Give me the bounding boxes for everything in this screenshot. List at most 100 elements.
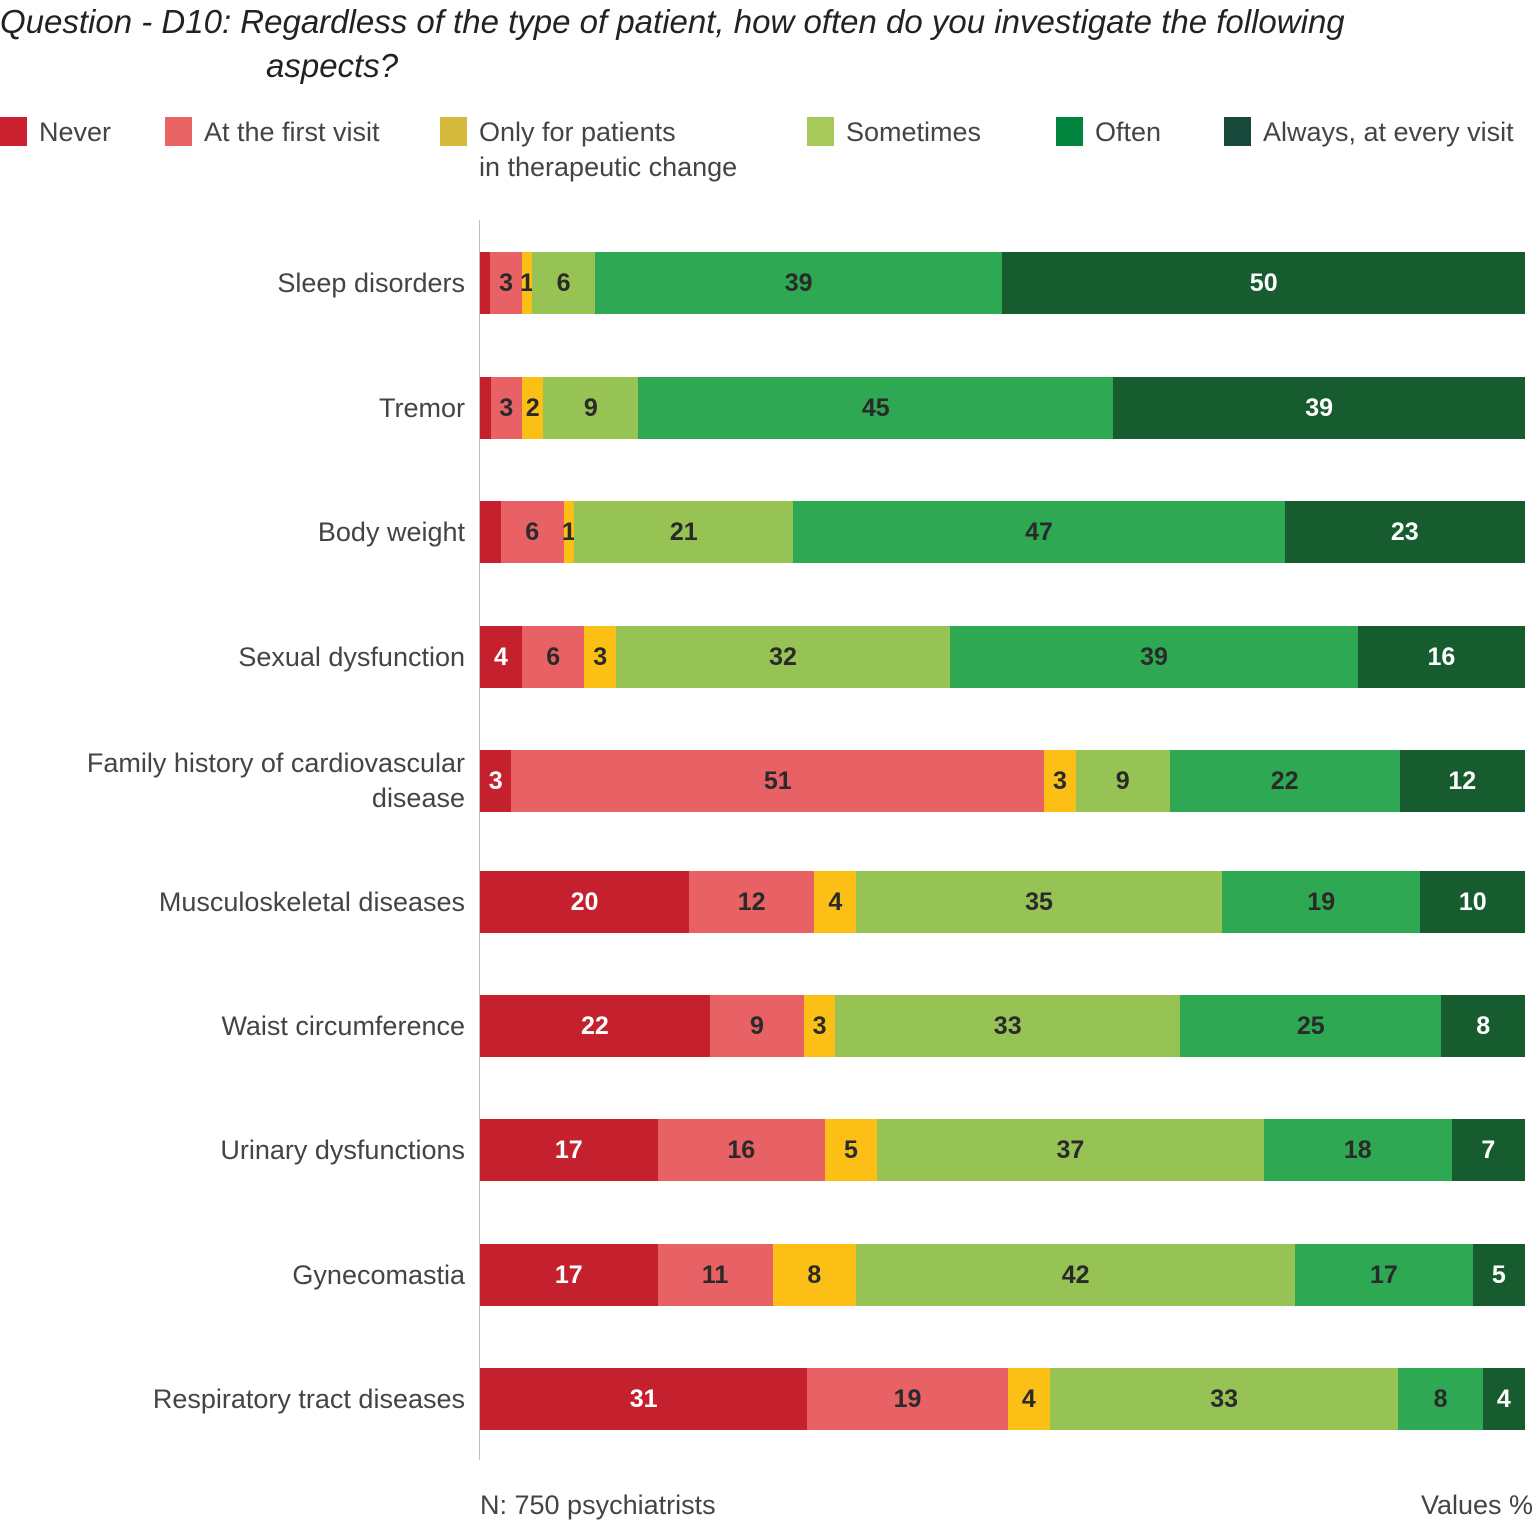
category-label-tremor: Tremor (379, 392, 465, 423)
data-label: 3 (1053, 766, 1067, 795)
data-label: 17 (554, 1260, 583, 1289)
data-label: 21 (669, 517, 698, 546)
units-note: Values % (1420, 1490, 1533, 1520)
bar-segment-sometimes: 9 (543, 377, 639, 439)
bar-row-body-weight: 6 1 21 47 23 (480, 501, 1525, 563)
data-label: 12 (1448, 766, 1477, 795)
data-label: 9 (1115, 766, 1130, 795)
bar-row-gynecomastia: 17 11 8 42 17 5 (480, 1244, 1525, 1306)
bar-segment-often: 47 (793, 501, 1285, 563)
legend-item-always-at-every-visit: Always, at every visit (1224, 117, 1514, 150)
bar-segment-often: 19 (1221, 871, 1421, 933)
legend-swatch (1224, 117, 1251, 146)
data-label: 8 (807, 1260, 822, 1289)
bar-segment-often: 45 (638, 377, 1114, 439)
bar-segment-never: 17 (480, 1119, 658, 1181)
data-label: 1 (520, 268, 534, 297)
bar-segment-never: 31 (480, 1368, 808, 1430)
sample-size-note: N: 750 psychiatrists (480, 1490, 716, 1520)
bar-segment-at-the-first-visit: 12 (689, 871, 815, 933)
data-label: 6 (556, 268, 571, 297)
bar-segment-sometimes: 9 (1075, 750, 1170, 812)
bar-segment-often: 39 (594, 252, 1003, 314)
data-label: 9 (749, 1011, 764, 1040)
data-label: 3 (499, 393, 514, 422)
bar-segment-often: 39 (950, 626, 1358, 688)
bar-segment-at-the-first-visit: 6 (500, 501, 564, 563)
data-label: 17 (1369, 1260, 1398, 1289)
bar-segment-always-at-every-visit: 8 (1441, 995, 1525, 1057)
bar-segment-only-for-patients-in-therapeutic-change: 4 (1007, 1368, 1050, 1430)
bar-segment-only-for-patients-in-therapeutic-change: 3 (584, 626, 616, 688)
data-label: 4 (1496, 1384, 1511, 1413)
data-label: 31 (629, 1384, 658, 1413)
data-label: 12 (737, 887, 766, 916)
data-label: 35 (1025, 887, 1053, 916)
bar-segment-never: 4 (480, 626, 522, 688)
bar-segment-never: 3 (480, 750, 512, 812)
bar-segment-always-at-every-visit: 5 (1472, 1244, 1525, 1306)
data-label: 3 (499, 268, 514, 297)
data-label: 50 (1249, 268, 1278, 297)
data-label: 10 (1458, 887, 1487, 916)
legend-swatch (440, 117, 467, 146)
bar-row-tremor: 3 2 9 45 39 (480, 377, 1525, 439)
chart-title-line-2: aspects? (266, 47, 399, 84)
chart-title-line-1: Question - D10: Regardless of the type o… (0, 3, 1345, 40)
bar-row-sleep-disorders: 3 1 6 39 50 (480, 252, 1525, 314)
bar-segment-only-for-patients-in-therapeutic-change: 8 (772, 1244, 857, 1306)
bar-segment-at-the-first-visit: 11 (657, 1244, 773, 1306)
bar-row-family-history-of-cardiovascular-disease: 3 51 3 9 22 12 (480, 750, 1525, 812)
data-label: 8 (1433, 1384, 1448, 1413)
legend-swatch (807, 117, 834, 146)
bar-segment-never: 17 (480, 1244, 658, 1306)
data-label: 7 (1481, 1135, 1496, 1164)
bar-row-urinary-dysfunctions: 17 16 5 37 18 7 (480, 1119, 1525, 1181)
data-label: 3 (812, 1011, 827, 1040)
data-label: 6 (546, 642, 561, 671)
bar-segment-only-for-patients-in-therapeutic-change: 1 (520, 252, 534, 314)
bar-segment-never: 22 (480, 995, 710, 1057)
bar-segment-always-at-every-visit: 39 (1113, 377, 1525, 439)
legend-label: At the first visit (204, 117, 380, 147)
bar-segment-never (480, 252, 491, 314)
bar-segment-at-the-first-visit: 3 (490, 377, 523, 439)
data-label: 42 (1061, 1260, 1090, 1289)
bar-segment-at-the-first-visit: 3 (490, 252, 522, 314)
legend-item-only-for-patients-in-therapeutic-change: Only for patients in therapeutic change (440, 117, 737, 185)
category-label-family-history-of-cardiovascular-disease: Family history of cardiovascular disease (86, 748, 465, 813)
bar-row-waist-circumference: 22 9 3 33 25 8 (480, 995, 1525, 1057)
legend-swatch (1056, 117, 1083, 146)
data-label: 22 (581, 1011, 609, 1040)
bar-segment-often: 17 (1295, 1244, 1473, 1306)
bar-segment-only-for-patients-in-therapeutic-change: 3 (1044, 750, 1076, 812)
data-label: 18 (1343, 1135, 1372, 1164)
bar-segment-sometimes: 6 (532, 252, 595, 314)
data-label: 33 (1210, 1384, 1239, 1413)
bar-segment-never: 20 (480, 871, 689, 933)
bar-segment-always-at-every-visit: 16 (1357, 626, 1525, 688)
bar-segment-only-for-patients-in-therapeutic-change: 2 (522, 377, 544, 439)
bar-segment-often: 8 (1398, 1368, 1483, 1430)
category-label-respiratory-tract-diseases: Respiratory tract diseases (152, 1383, 465, 1414)
bar-segment-sometimes: 42 (856, 1244, 1296, 1306)
data-label: 20 (570, 887, 599, 916)
bar-segment-always-at-every-visit: 23 (1284, 501, 1525, 563)
bar-row-musculoskeletal-diseases: 20 12 4 35 19 10 (480, 871, 1525, 933)
bar-row-sexual-dysfunction: 4 6 3 32 39 16 (480, 626, 1525, 688)
bar-segment-often: 22 (1169, 750, 1400, 812)
bar-segment-sometimes: 37 (877, 1119, 1264, 1181)
data-label: 32 (769, 642, 797, 671)
category-label-gynecomastia: Gynecomastia (292, 1259, 465, 1290)
bar-segment-at-the-first-visit: 16 (657, 1119, 825, 1181)
category-label-sleep-disorders: Sleep disorders (277, 267, 465, 298)
bar-segment-always-at-every-visit: 10 (1420, 871, 1525, 933)
bar-row-respiratory-tract-diseases: 31 19 4 33 8 4 (480, 1368, 1525, 1430)
data-label: 3 (593, 642, 608, 671)
data-label: 5 (844, 1135, 858, 1164)
bar-segment-often: 18 (1263, 1119, 1452, 1181)
bar-segment-only-for-patients-in-therapeutic-change: 4 (814, 871, 857, 933)
data-label: 17 (554, 1135, 583, 1164)
data-label: 4 (1021, 1384, 1036, 1413)
data-label: 22 (1270, 766, 1299, 795)
